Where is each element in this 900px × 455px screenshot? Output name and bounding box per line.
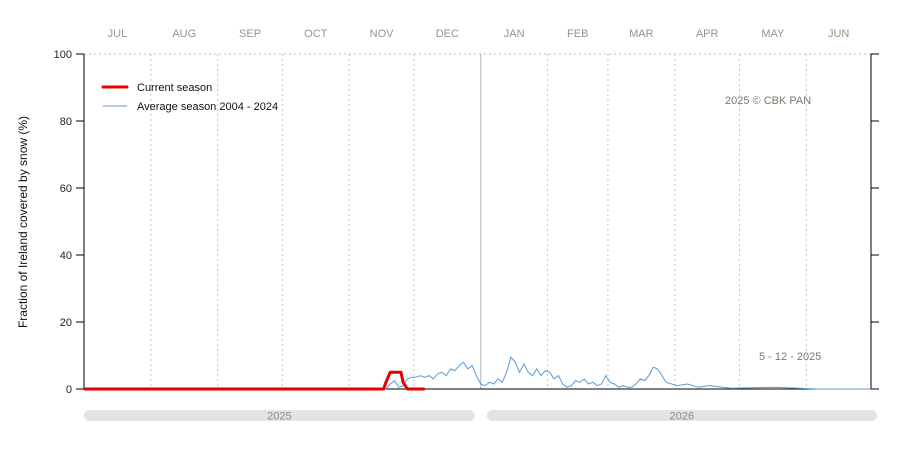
year-bands: 2025 2026 [84,410,877,423]
y-tick-label: 0 [66,384,72,396]
month-label: MAR [629,28,654,40]
month-label: MAY [761,28,785,40]
month-label: JAN [504,28,525,40]
date-stamp: 5 - 12 - 2025 [759,351,821,363]
month-label: SEP [239,28,261,40]
legend-label-current: Current season [137,82,212,94]
month-label: FEB [567,28,588,40]
y-tick-label: 80 [60,116,72,128]
series-average-line [84,356,871,390]
y-axis-label: Fraction of Ireland covered by snow (%) [16,116,30,328]
month-label: APR [696,28,719,40]
month-label: NOV [370,28,395,40]
year-band [84,410,475,421]
y-tick-label: 60 [60,183,72,195]
series-layer [84,356,871,391]
month-label: OCT [304,28,328,40]
month-axis: JUL AUG SEP OCT NOV DEC JAN FEB MAR APR MAY JUN [108,28,850,40]
month-label: JUL [108,28,128,40]
month-label: AUG [172,28,196,40]
axes: 0 20 40 60 80 100 [54,49,879,396]
year-band [486,410,877,421]
y-tick-label: 100 [54,49,72,61]
month-label: JUN [828,28,849,40]
month-label: DEC [436,28,459,40]
year-band-label: 2026 [670,411,694,423]
legend-label-average: Average season 2004 - 2024 [137,101,278,113]
y-tick-label: 40 [60,250,72,262]
series-current-line [84,370,425,391]
y-tick-label: 20 [60,317,72,329]
grid-layer [84,53,871,389]
credit-text: 2025 © CBK PAN [725,95,811,107]
legend: Current season Average season 2004 - 202… [101,82,278,113]
year-band-label: 2025 [267,411,291,423]
